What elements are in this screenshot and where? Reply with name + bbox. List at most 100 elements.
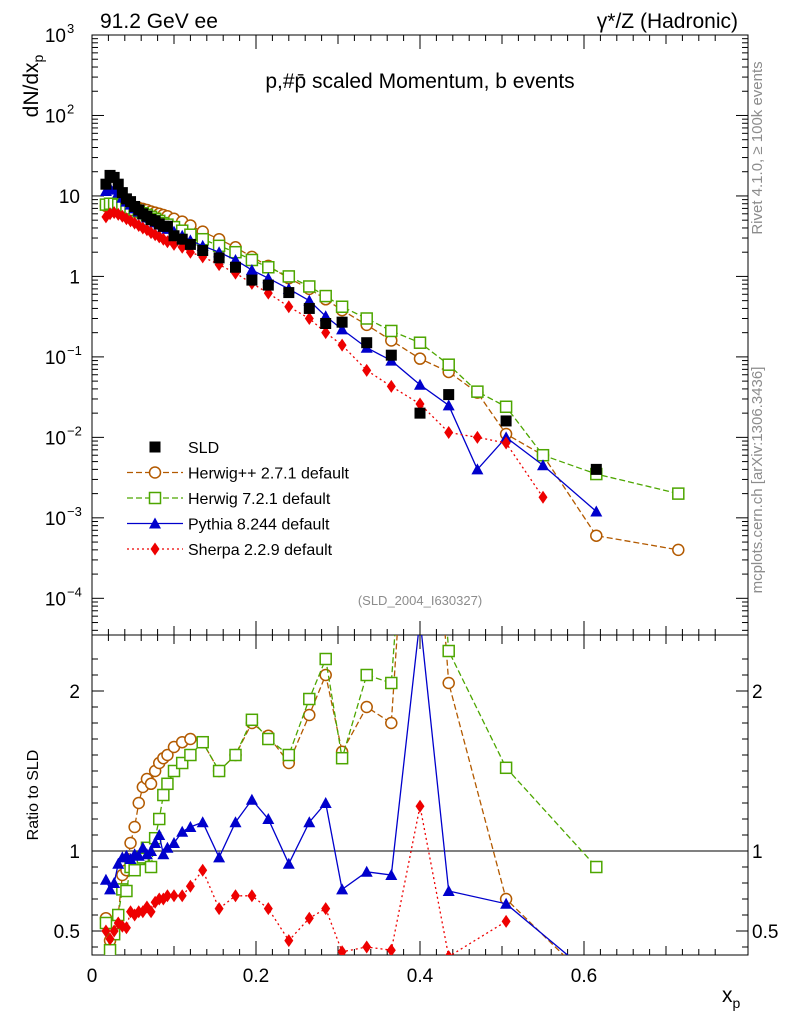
chart-title: p,#p̄ scaled Momentum, b events <box>265 70 574 93</box>
ratio-point-herwig-7-2-1-default <box>161 777 174 791</box>
y-tick-label: 10 <box>45 106 66 127</box>
ratio-point-pythia-8-244-default <box>213 851 226 863</box>
data-point-sherpa-2-2-9-default <box>415 397 425 411</box>
ratio-point-pythia-8-244-default <box>385 869 398 880</box>
ratio-line-pythia-8-244-default <box>105 635 569 955</box>
ratio-point-sherpa-2-2-9-default <box>109 924 119 938</box>
ratio-point-pythia-8-244-default <box>108 877 121 888</box>
data-point-herwig-7-2-1-default <box>245 253 259 267</box>
ratio-point-pythia-8-244-default <box>157 848 170 860</box>
ratio-point-herwig-2-7-1-default <box>385 716 398 730</box>
ratio-point-pythia-8-244-default <box>136 841 149 853</box>
ratio-point-sherpa-2-2-9-default <box>198 863 208 877</box>
legend-marker <box>148 491 162 505</box>
ratio-point-herwig-7-2-1-default <box>442 644 455 658</box>
legend-item-pythia-8-244-default: Pythia 8.244 default <box>127 517 330 534</box>
ratio-point-herwig-7-2-1-default <box>262 732 275 746</box>
data-point-herwig-7-2-1-default <box>262 260 275 274</box>
data-point-sld <box>161 220 173 232</box>
y-tick-label: 10 <box>45 428 66 449</box>
legend-label: Herwig++ 2.7.1 default <box>188 466 350 483</box>
ratio-point-pythia-8-244-default <box>149 837 162 848</box>
y-tick-exponent: 3 <box>67 21 74 36</box>
ratio-point-herwig-7-2-1-default <box>319 652 332 666</box>
ratio-point-sherpa-2-2-9-default <box>247 889 257 903</box>
series-sherpa-2-2-9-default <box>101 206 548 504</box>
data-point-sld <box>213 252 225 264</box>
ratio-point-sherpa-2-2-9-default <box>169 889 179 903</box>
ratio-point-sherpa-2-2-9-default <box>185 879 195 893</box>
ratio-point-sherpa-2-2-9-default <box>321 902 331 916</box>
series-sld <box>100 169 684 635</box>
source-label: mcplots.cern.ch [arXiv:1306.3436] <box>749 367 766 594</box>
ratio-point-herwig-7-2-1-default <box>590 860 603 874</box>
ratio-tick-label-right: 2 <box>752 682 763 703</box>
ratio-point-pythia-8-244-default <box>229 816 242 828</box>
y-axis-label: dN/dxp <box>20 54 46 117</box>
ratio-point-herwig-7-2-1-default <box>167 764 181 778</box>
ratio-point-herwig-7-2-1-default <box>245 713 259 727</box>
data-point-sld <box>537 634 549 635</box>
ratio-point-herwig-7-2-1-default <box>303 692 316 706</box>
data-point-sherpa-2-2-9-default <box>472 430 482 444</box>
data-point-herwig-7-2-1-default <box>303 280 316 293</box>
ratio-point-pythia-8-244-default <box>176 825 189 837</box>
data-point-sld <box>246 274 258 286</box>
data-point-herwig-7-2-1-default <box>499 400 513 414</box>
ratio-plot-frame <box>91 634 749 956</box>
data-point-sld <box>283 287 295 299</box>
ratio-point-sherpa-2-2-9-default <box>231 889 240 903</box>
ratio-point-herwig-7-2-1-default <box>229 748 242 762</box>
legend-item-herwig-7-2-1-default: Herwig 7.2.1 default <box>127 491 331 508</box>
data-point-herwig-2-7-1-default <box>672 543 685 557</box>
data-point-sld <box>320 317 332 329</box>
data-point-pythia-8-244-default <box>303 294 316 306</box>
legend-label: Sherpa 2.2.9 default <box>188 542 333 559</box>
ratio-point-sherpa-2-2-9-default <box>386 943 396 955</box>
legend-marker <box>150 542 160 556</box>
ratio-tick-label: 0.5 <box>54 922 80 943</box>
y-tick-label: 10 <box>45 26 66 47</box>
ratio-point-sherpa-2-2-9-default <box>445 950 453 955</box>
ratio-point-pythia-8-244-default <box>360 865 373 877</box>
data-point-herwig-2-7-1-default <box>590 529 603 542</box>
ratio-point-pythia-8-244-default <box>442 885 455 896</box>
ratio-point-herwig-2-7-1-default <box>128 820 141 834</box>
data-point-sld <box>168 230 180 242</box>
y-tick-exponent: −4 <box>67 584 82 599</box>
legend-label: SLD <box>188 440 219 457</box>
data-point-sld <box>500 415 512 427</box>
legend-label: Herwig 7.2.1 default <box>188 491 331 508</box>
ratio-point-herwig-7-2-1-default <box>152 812 166 826</box>
data-point-sherpa-2-2-9-default <box>337 338 347 352</box>
ratio-point-herwig-7-2-1-default <box>212 764 226 778</box>
ratio-series-herwig-7-2-1-default <box>99 635 603 955</box>
data-point-herwig-7-2-1-default <box>536 448 550 462</box>
y-tick-label: 10 <box>59 187 80 208</box>
ratio-point-pythia-8-244-default <box>336 883 349 895</box>
y-tick-label: 10 <box>45 589 66 610</box>
ratio-point-pythia-8-244-default <box>112 857 125 869</box>
ratio-point-herwig-2-7-1-default <box>415 286 426 297</box>
legend-marker <box>149 441 161 453</box>
ratio-point-pythia-8-244-default <box>196 816 209 828</box>
ratio-point-sherpa-2-2-9-default <box>162 889 172 903</box>
ratio-point-herwig-7-2-1-default <box>103 943 117 955</box>
data-point-sld <box>176 233 188 245</box>
ratio-point-herwig-7-2-1-default <box>499 761 513 775</box>
ratio-point-pythia-8-244-default <box>262 813 275 824</box>
ratio-point-herwig-7-2-1-default <box>175 756 189 770</box>
data-point-sld <box>230 261 241 273</box>
data-point-sld <box>443 389 455 401</box>
ratio-point-herwig-7-2-1-default <box>196 735 209 749</box>
ratio-point-sherpa-2-2-9-default <box>304 911 314 925</box>
rivet-version-label: Rivet 4.1.0, ≥ 100k events <box>749 61 766 234</box>
ratio-point-herwig-7-2-1-default <box>335 751 349 765</box>
ratio-tick-label: 2 <box>69 682 80 703</box>
x-tick-label: 0.4 <box>407 966 434 987</box>
ratio-point-sherpa-2-2-9-default <box>415 799 425 813</box>
ratio-point-pythia-8-244-default <box>153 829 166 840</box>
ratio-point-pythia-8-244-default <box>104 883 117 895</box>
ratio-point-sherpa-2-2-9-default <box>501 914 511 928</box>
data-point-sld <box>385 349 397 361</box>
